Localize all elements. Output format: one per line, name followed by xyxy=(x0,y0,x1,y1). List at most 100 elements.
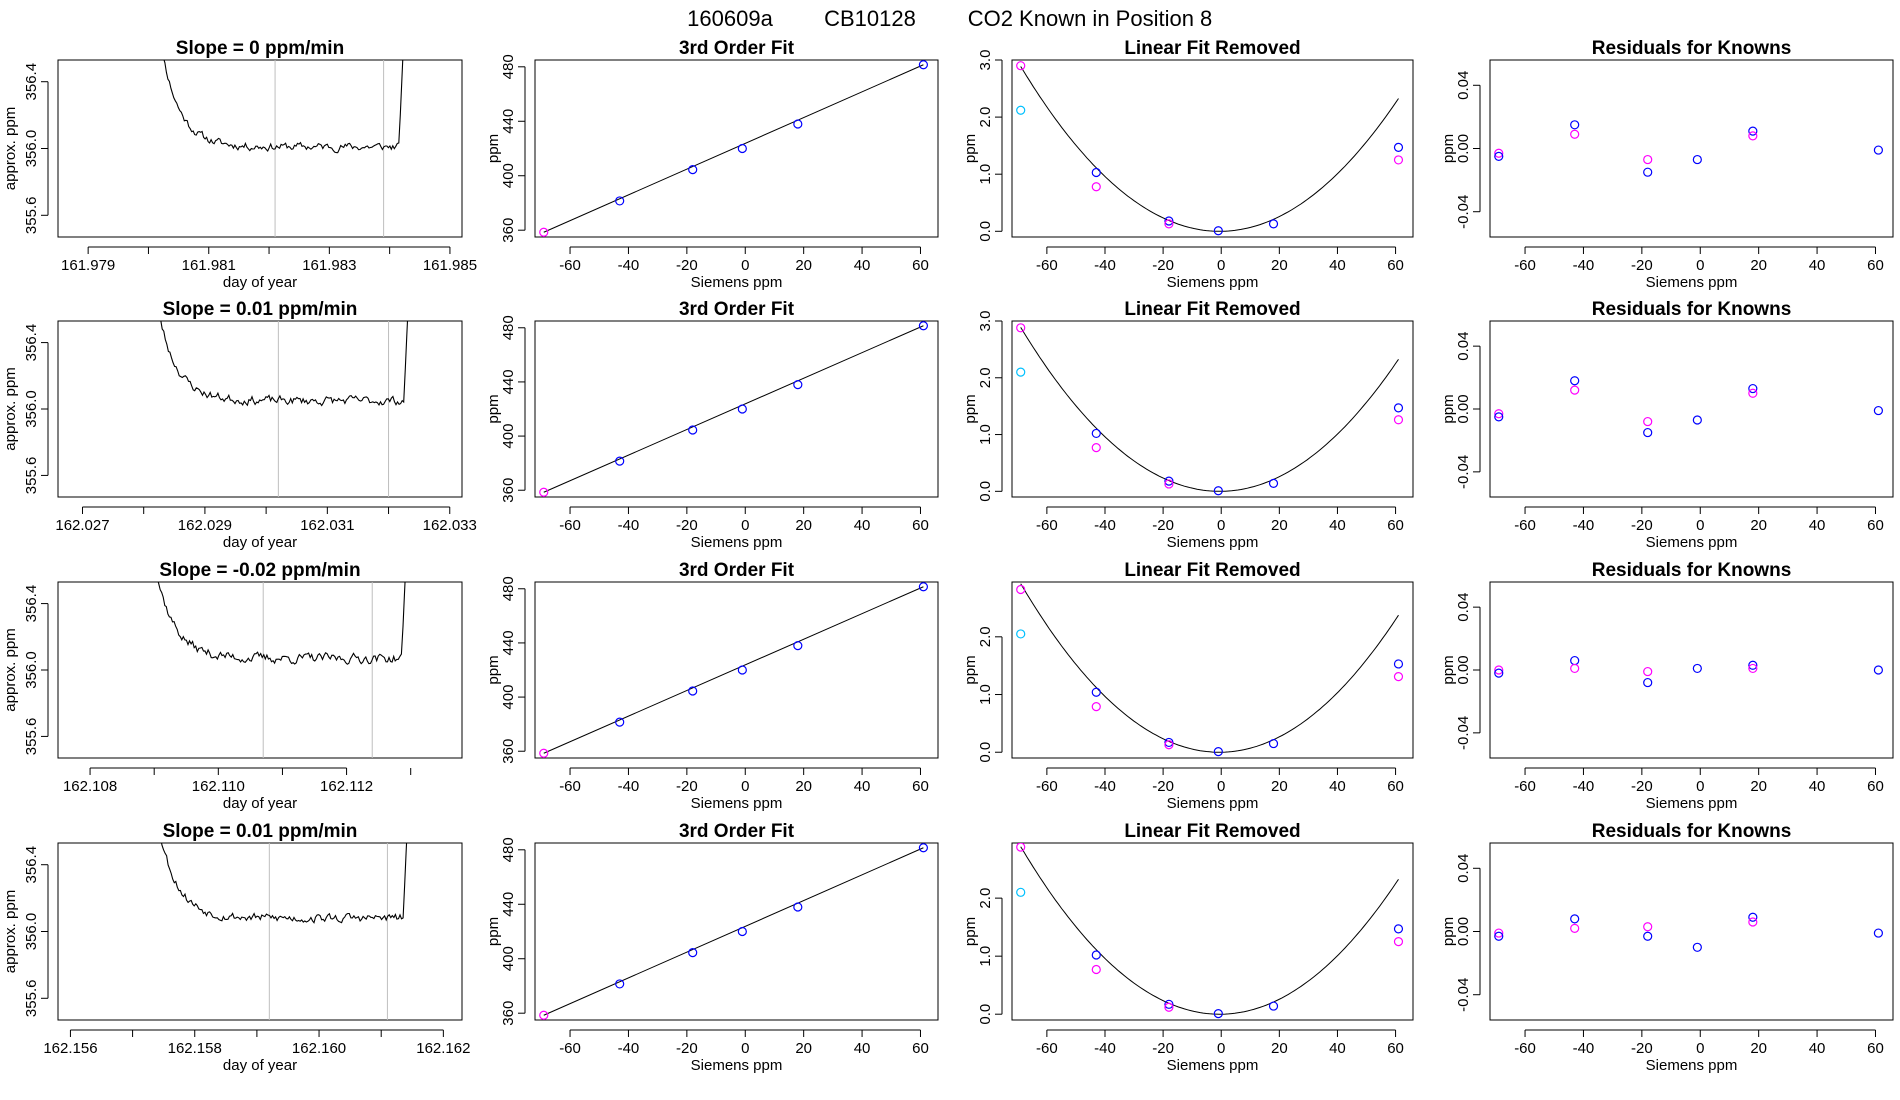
y-axis-label: ppm xyxy=(485,917,502,946)
data-point xyxy=(1570,385,1580,395)
x-tick-label: -60 xyxy=(559,778,581,795)
y-tick-label: 355.6 xyxy=(23,457,40,495)
panel-line-r0c0: Slope = 0 ppm/min 161.979 161.981 161.983 16… xyxy=(2,38,477,291)
x-tick-label: 20 xyxy=(795,1040,812,1057)
data-point xyxy=(793,119,803,129)
y-tick-label: 360 xyxy=(500,478,517,503)
x-tick-label: -60 xyxy=(1036,778,1058,795)
y-tick-label: 356.0 xyxy=(23,913,40,951)
data-point xyxy=(1748,383,1758,394)
y-tick-label: 356.0 xyxy=(23,651,40,689)
data-point xyxy=(1393,155,1404,165)
data-point xyxy=(1748,131,1758,141)
y-tick-label: 0.00 xyxy=(1455,655,1472,684)
x-tick-label: -40 xyxy=(1573,257,1595,274)
data-point xyxy=(1748,388,1758,398)
data-point xyxy=(1494,412,1504,422)
data-point xyxy=(1748,663,1758,674)
y-tick-label: 0.0 xyxy=(977,1004,994,1025)
data-point xyxy=(1748,917,1758,927)
y-tick-label: -0.04 xyxy=(1455,195,1472,229)
data-point xyxy=(1213,1009,1223,1019)
x-tick-label: 40 xyxy=(854,257,871,274)
panel-scatter-r1c3: Residuals for Knowns -60 -40 -20 0 20 40 60 Siem… xyxy=(1440,299,1894,551)
data-point xyxy=(1091,950,1101,960)
data-point xyxy=(1268,1001,1279,1011)
x-axis-label: Siemens ppm xyxy=(1646,795,1738,812)
x-tick-label: 0 xyxy=(1696,1040,1704,1057)
data-point xyxy=(1213,226,1223,236)
panel-scatter-r3c3: Residuals for Knowns -60 -40 -20 0 20 40 60 Siem… xyxy=(1440,821,1894,1074)
panel-grid: Slope = 0 ppm/min 161.979 161.981 161.983 16… xyxy=(2,38,1894,1074)
data-point xyxy=(1016,887,1026,897)
panel-scatter-r2c2: Linear Fit Removed -60 -40 -20 0 20 40 60 Siemen… xyxy=(962,560,1414,812)
x-tick-label: -60 xyxy=(559,257,581,274)
plot-frame xyxy=(1489,320,1894,498)
y-axis-label: ppm xyxy=(485,655,502,684)
plot-data xyxy=(1494,376,1883,438)
data-point xyxy=(1570,914,1580,924)
plot-frame xyxy=(1489,842,1894,1021)
y-axis-label: approx. ppm xyxy=(2,890,19,973)
data-point xyxy=(793,641,803,651)
x-tick-label: -20 xyxy=(1631,778,1653,795)
y-tick-label: 440 xyxy=(500,369,517,394)
data-point xyxy=(1494,931,1504,941)
x-tick-label: 0 xyxy=(1696,778,1704,795)
data-point xyxy=(1643,154,1653,165)
x-tick-label: 40 xyxy=(854,778,871,795)
data-point xyxy=(1643,677,1653,688)
x-tick-label: -40 xyxy=(618,517,640,534)
x-tick-label: -60 xyxy=(1036,1040,1058,1057)
plot-frame xyxy=(1011,320,1414,498)
y-tick-label: 2.0 xyxy=(977,626,994,647)
data-point xyxy=(615,717,625,727)
data-point xyxy=(1494,928,1504,938)
data-point xyxy=(1268,738,1279,749)
data-point xyxy=(1393,142,1404,152)
x-tick-label: -60 xyxy=(1514,517,1536,534)
x-tick-label: -20 xyxy=(676,257,698,274)
data-point xyxy=(1016,323,1026,333)
data-point xyxy=(1164,216,1174,226)
x-tick-label: 20 xyxy=(1750,1040,1767,1057)
data-point xyxy=(1643,922,1653,932)
y-tick-label: 480 xyxy=(500,576,517,601)
x-tick-label: 0 xyxy=(1217,778,1225,795)
y-tick-label: 400 xyxy=(500,424,517,449)
x-tick-label: -40 xyxy=(1094,517,1116,534)
plot-data xyxy=(160,321,409,497)
data-point xyxy=(1016,367,1026,377)
data-point xyxy=(1164,1002,1174,1012)
x-tick-label: 20 xyxy=(795,257,812,274)
data-point xyxy=(1268,478,1279,488)
data-point xyxy=(918,582,928,592)
data-point xyxy=(1091,687,1101,697)
panel-title: Residuals for Knowns xyxy=(1592,560,1792,581)
x-tick-label: 20 xyxy=(1271,257,1288,274)
x-axis-label: Siemens ppm xyxy=(1646,274,1738,291)
data-point xyxy=(1091,182,1101,192)
plot-data xyxy=(1494,120,1883,177)
y-tick-label: 355.6 xyxy=(23,197,40,235)
y-tick-label: 356.4 xyxy=(23,585,40,623)
y-axis-label: ppm xyxy=(485,134,502,163)
y-axis-label: approx. ppm xyxy=(2,628,19,711)
y-tick-label: 356.4 xyxy=(23,846,40,884)
y-tick-label: 400 xyxy=(500,163,517,188)
plot-frame xyxy=(57,59,463,238)
plot-data xyxy=(1494,655,1883,688)
x-tick-label: 162.033 xyxy=(423,517,477,534)
panel-title: Slope = 0 ppm/min xyxy=(176,38,344,59)
y-tick-label: 2.0 xyxy=(977,367,994,388)
data-point xyxy=(1873,405,1883,416)
suptitle-tank-id: CB10128 xyxy=(824,6,916,31)
panel-title: 3rd Order Fit xyxy=(679,560,795,581)
plot-data xyxy=(157,582,406,758)
x-tick-label: 162.112 xyxy=(320,778,373,795)
x-tick-label: -20 xyxy=(1152,778,1174,795)
x-tick-label: 60 xyxy=(1867,778,1884,795)
x-tick-label: -20 xyxy=(676,1040,698,1057)
data-point xyxy=(1213,486,1223,496)
data-point xyxy=(1570,663,1580,674)
